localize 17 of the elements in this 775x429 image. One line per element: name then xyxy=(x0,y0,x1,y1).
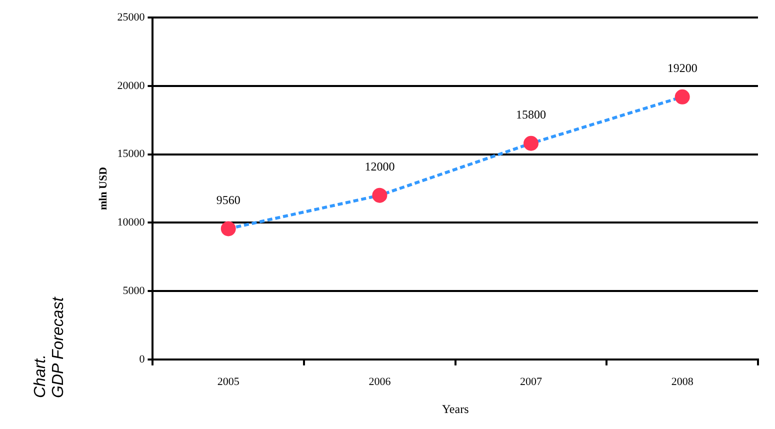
y-tick-label: 15000 xyxy=(117,148,146,160)
data-label: 12000 xyxy=(364,159,395,174)
text: Chart. GDP Forecast xyxy=(32,296,68,398)
y-tick-label: 25000 xyxy=(117,11,146,24)
y-tick-label: 20000 xyxy=(117,80,146,92)
y-tick-label: 5000 xyxy=(122,284,146,297)
x-axis-title: Years xyxy=(442,402,470,416)
y-axis-title: mln USD xyxy=(97,166,110,210)
x-tick-label: 2008 xyxy=(671,376,694,388)
data-label: 9560 xyxy=(216,192,240,207)
x-tick-label: 2007 xyxy=(520,376,543,388)
x-tick-label: 2005 xyxy=(217,376,240,388)
x-tick-label: 2006 xyxy=(368,376,392,388)
data-label: 15800 xyxy=(516,108,546,122)
data-label: 19200 xyxy=(667,61,698,76)
y-tick-label: 0 xyxy=(139,353,146,366)
y-tick-label: 10000 xyxy=(117,216,146,229)
